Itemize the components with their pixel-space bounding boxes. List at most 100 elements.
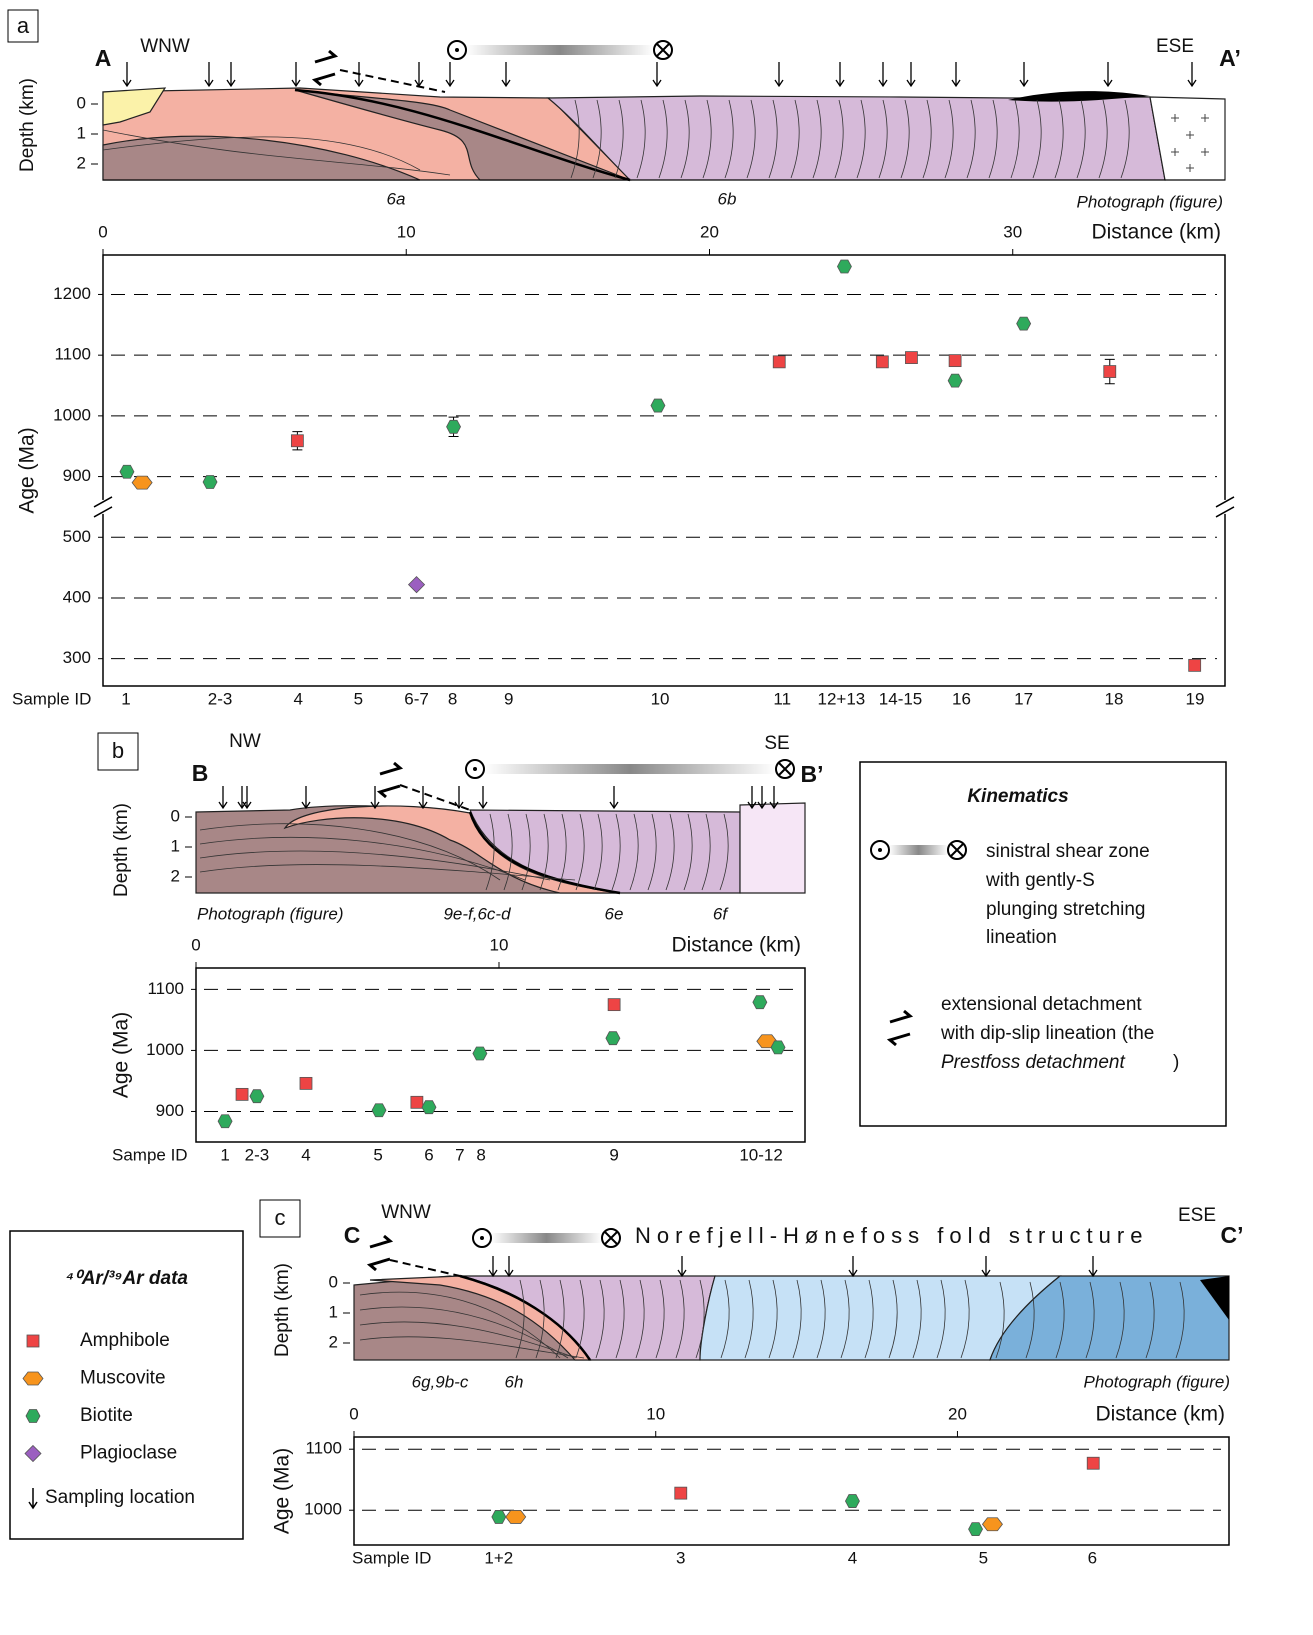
sampling-arrow (454, 786, 464, 810)
texture (744, 1279, 754, 1359)
y-tick-label: 1100 (305, 1439, 342, 1458)
legend-marker (26, 1334, 40, 1348)
texture (995, 1281, 1005, 1359)
unit (294, 89, 631, 181)
axis-break (93, 496, 113, 518)
texture (900, 99, 910, 179)
sampling-arrow (774, 62, 784, 88)
sample-id: 5 (979, 1548, 988, 1567)
x-tick-label: 20 (700, 222, 719, 241)
sample-id: 10-12 (739, 1145, 782, 1164)
data-point (446, 419, 462, 434)
figure-ref: 9e-f,6c-d (443, 904, 511, 923)
legend-marker (25, 1409, 41, 1423)
x-tick-label: 0 (98, 222, 107, 241)
depth-label: Depth (km) (272, 1263, 293, 1357)
x-axis-label: Distance (km) (671, 934, 801, 957)
sampling-arrow (848, 1256, 858, 1278)
texture (611, 813, 621, 891)
legend-marker (24, 1444, 42, 1463)
texture (1054, 99, 1064, 179)
sample-id: 8 (448, 689, 457, 708)
data-point (505, 1510, 527, 1524)
data-point (290, 434, 304, 448)
section-end: B’ (801, 761, 824, 787)
data-point (235, 1087, 249, 1101)
y-tick-label: 300 (63, 648, 91, 667)
sampling-arrow (769, 786, 779, 810)
detachment-symbol (311, 49, 339, 87)
x-tick-label: 0 (349, 1404, 358, 1423)
shear-symbol (878, 848, 882, 852)
sample-id: 18 (1105, 689, 1124, 708)
data-point (968, 1522, 984, 1537)
shear-symbol (950, 843, 964, 857)
sampling-arrow (501, 62, 511, 88)
texture (1186, 131, 1194, 139)
plot-frame (102, 254, 1226, 687)
detachment-projection (339, 69, 446, 93)
kinematics-text: with dip-slip lineation (the (940, 1023, 1154, 1044)
sampling-arrow (478, 786, 488, 810)
texture (1201, 114, 1209, 122)
section-end: C’ (1221, 1222, 1244, 1248)
shear-zone-bar (889, 845, 948, 855)
y-tick-label: 1100 (147, 979, 184, 998)
x-axis-label: Distance (km) (1091, 221, 1221, 244)
figure-ref: 6g,9b-c (412, 1372, 469, 1391)
texture (570, 99, 580, 179)
texture (746, 99, 756, 179)
data-point (119, 464, 135, 479)
texture (359, 1291, 561, 1359)
texture (557, 813, 567, 891)
sampling-arrow (28, 1488, 38, 1510)
texture (521, 813, 531, 891)
texture (635, 1279, 645, 1359)
sample-id: 9 (609, 1145, 618, 1164)
texture (1171, 148, 1179, 156)
sampling-arrow (1088, 1256, 1098, 1278)
figure-ref: 6h (505, 1372, 524, 1391)
data-point (752, 995, 768, 1010)
panel-label: c (275, 1205, 286, 1230)
y-tick-label: 1200 (53, 284, 91, 303)
sample-id: 1 (220, 1145, 229, 1164)
section-start: C (344, 1222, 361, 1248)
depth-tick-label: 1 (329, 1302, 338, 1321)
y-tick-label: 1000 (146, 1040, 184, 1059)
texture (665, 813, 675, 891)
texture (1098, 99, 1108, 179)
texture (792, 1279, 802, 1359)
detachment-symbol (376, 761, 404, 799)
texture (768, 99, 778, 179)
sample-id: 6 (1088, 1548, 1097, 1567)
depth-tick-label: 2 (329, 1332, 338, 1351)
texture (724, 99, 734, 179)
texture (1025, 1281, 1035, 1359)
sampling-arrow (981, 1256, 991, 1278)
direction: SE (764, 733, 789, 754)
detachment (459, 1274, 592, 1361)
texture (912, 1279, 922, 1359)
sampling-arrow (609, 786, 619, 810)
kinematics-text: lineation (986, 927, 1057, 948)
depth-label: Depth (km) (17, 78, 38, 172)
depth-tick-label: 0 (329, 1272, 338, 1291)
texture (812, 99, 822, 179)
texture (816, 1279, 826, 1359)
texture (359, 1336, 585, 1359)
shear-symbol (656, 43, 670, 57)
y-axis-label: Age (Ma) (110, 1012, 133, 1098)
data-point (410, 1095, 424, 1109)
data-point (491, 1510, 507, 1524)
sampling-arrow (445, 62, 455, 88)
kinematics-text: sinistral shear zone (986, 841, 1150, 862)
figure-ref: 6f (713, 904, 729, 923)
texture (515, 1279, 525, 1359)
sample-id: 5 (354, 689, 363, 708)
x-tick-label: 0 (191, 935, 200, 954)
kinematics-text: Prestfoss detachment (941, 1052, 1125, 1073)
texture (655, 1279, 665, 1359)
texture (936, 1279, 946, 1359)
